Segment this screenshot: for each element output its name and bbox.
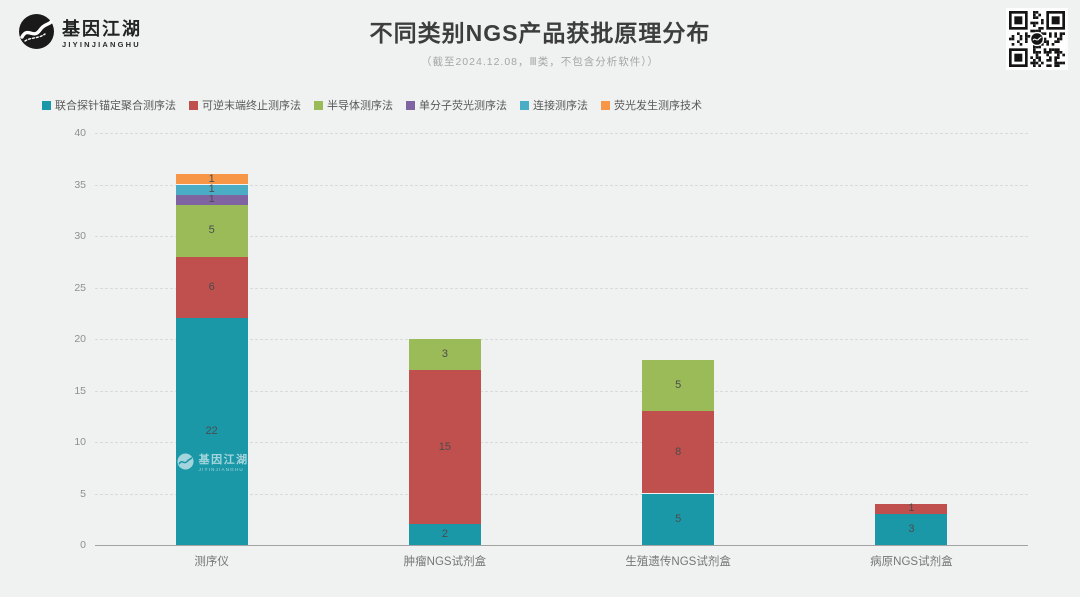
bar-value-label: 3 xyxy=(908,523,915,536)
bar-value-label: 1 xyxy=(208,172,215,185)
y-axis-tick-label: 40 xyxy=(74,127,86,139)
gridline xyxy=(95,236,1028,237)
bar-value-label: 1 xyxy=(208,193,215,206)
y-axis-tick-label: 35 xyxy=(74,178,86,191)
bar-segment: 3 xyxy=(875,514,948,545)
y-axis-tick-label: 0 xyxy=(80,539,86,551)
bar-value-label: 6 xyxy=(208,280,215,293)
bar-segment: 8 xyxy=(642,411,715,494)
chart-legend: 联合探针锚定聚合测序法 可逆末端终止测序法 半导体测序法 单分子荧光测序法 连接测序法 荧… xyxy=(42,97,702,113)
legend-item: 荧光发生测序技术 xyxy=(601,97,702,113)
bar-value-label: 22 xyxy=(205,425,218,438)
gridline xyxy=(95,133,1028,134)
brand-name-en: JIYINJIANGHU xyxy=(62,39,141,49)
x-axis-category-label: 病原NGS试剂盒 xyxy=(870,556,953,568)
legend-label: 连接测序法 xyxy=(533,100,588,112)
legend-swatch xyxy=(520,100,529,110)
bar-segment: 2 xyxy=(408,524,481,545)
bar-value-label: 3 xyxy=(441,347,448,360)
y-axis-tick-label: 10 xyxy=(74,436,86,448)
legend-item: 可逆末端终止测序法 xyxy=(189,97,301,113)
legend-label: 荧光发生测序技术 xyxy=(614,100,702,112)
brand-logo: 基因江湖 JIYINJIANGHU xyxy=(18,13,142,55)
bar-value-label: 15 xyxy=(438,440,451,453)
x-axis-category-label: 生殖遗传NGS试剂盒 xyxy=(625,556,731,568)
gridline xyxy=(95,339,1028,340)
bar-segment: 5 xyxy=(642,493,715,545)
legend-item: 连接测序法 xyxy=(520,97,588,113)
gridline xyxy=(95,442,1028,443)
gridline xyxy=(95,287,1028,289)
gridline xyxy=(95,390,1028,392)
qr-code-icon xyxy=(1009,11,1065,67)
bar-segment: 1 xyxy=(875,502,948,515)
watermark-name-en: JIYINJIANGHU xyxy=(198,467,244,473)
bar-segment: 5 xyxy=(642,359,715,412)
legend-swatch xyxy=(42,100,51,110)
chart-subtitle: （截至2024.12.08，Ⅲ类，不包含分析软件）） xyxy=(420,56,660,68)
qr-code xyxy=(1006,8,1068,70)
watermark-name-cn: 基因江湖 xyxy=(198,454,249,467)
legend-label: 可逆末端终止测序法 xyxy=(202,100,301,112)
legend-item: 单分子荧光测序法 xyxy=(406,97,507,113)
bar-segment: 1 xyxy=(175,193,248,206)
legend-item: 联合探针锚定聚合测序法 xyxy=(42,97,176,113)
bar-segment: 22 xyxy=(175,318,248,545)
brand-name-cn: 基因江湖 xyxy=(62,18,142,39)
x-axis-line xyxy=(95,545,1028,546)
watermark-wave-icon xyxy=(177,453,194,475)
bar-segment: 15 xyxy=(408,369,481,525)
legend-swatch xyxy=(314,100,323,110)
legend-swatch xyxy=(601,100,610,110)
legend-label: 单分子荧光测序法 xyxy=(419,100,507,112)
bar-value-label: 1 xyxy=(208,183,215,196)
x-axis-category-label: 肿瘤NGS试剂盒 xyxy=(403,556,487,568)
legend-label: 联合探针锚定聚合测序法 xyxy=(55,100,176,112)
legend-swatch xyxy=(406,100,415,110)
bar-value-label: 5 xyxy=(675,512,682,525)
bar-segment: 1 xyxy=(175,183,248,196)
bar-segment: 5 xyxy=(175,205,248,257)
bar-value-label: 8 xyxy=(675,445,682,458)
legend-item: 半导体测序法 xyxy=(314,97,393,113)
y-axis-tick-label: 5 xyxy=(80,487,86,500)
y-axis-tick-label: 15 xyxy=(74,384,86,397)
chart-title: 不同类别NGS产品获批原理分布 xyxy=(369,20,711,46)
bar-segment: 1 xyxy=(175,172,248,185)
bar-segment: 6 xyxy=(175,256,248,319)
x-axis-category-label: 测序仪 xyxy=(194,556,229,568)
bar-value-label: 5 xyxy=(675,378,682,391)
bar-value-label: 2 xyxy=(441,528,448,541)
bar-segment: 3 xyxy=(408,339,481,370)
legend-label: 半导体测序法 xyxy=(327,100,393,112)
bar-value-label: 1 xyxy=(908,502,915,515)
gridline xyxy=(95,184,1028,186)
title-block: 不同类别NGS产品获批原理分布 （截至2024.12.08，Ⅲ类，不包含分析软件… xyxy=(0,14,1080,69)
gridline xyxy=(95,493,1028,495)
y-axis-tick-label: 25 xyxy=(74,281,86,294)
y-axis-tick-label: 30 xyxy=(74,230,86,242)
wave-in-circle-logo-icon xyxy=(18,13,55,55)
watermark-logo: 基因江湖 JIYINJIANGHU xyxy=(177,453,249,475)
bar-value-label: 5 xyxy=(208,224,215,237)
y-axis-tick-label: 20 xyxy=(74,333,86,345)
legend-swatch xyxy=(189,100,198,110)
